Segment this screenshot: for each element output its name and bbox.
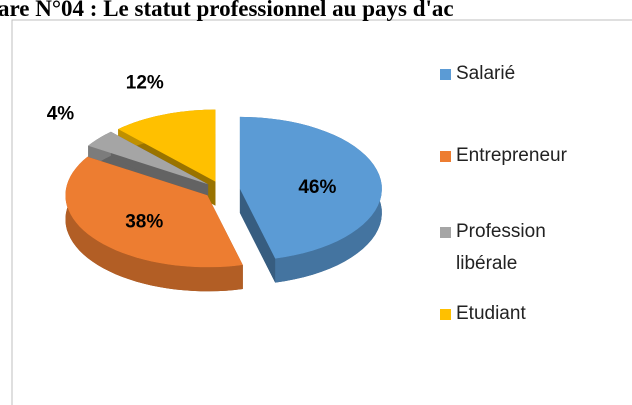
legend-swatch xyxy=(440,309,451,320)
data-label: 38% xyxy=(125,212,163,233)
data-label: 12% xyxy=(126,72,164,93)
legend-item: Etudiant xyxy=(440,298,625,330)
slice-side xyxy=(239,188,276,283)
chart-title: are N°04 : Le statut professionnel au pa… xyxy=(0,0,454,21)
data-label: 46% xyxy=(298,177,336,198)
legend-swatch xyxy=(440,69,451,80)
slice-side xyxy=(65,156,243,292)
slice-group xyxy=(239,116,382,283)
legend-label: Entrepreneur xyxy=(456,145,567,166)
legend-label: Profession libérale xyxy=(456,221,546,274)
slice xyxy=(88,131,209,185)
legend-item: Salarié xyxy=(440,58,625,90)
slice-group xyxy=(65,156,243,292)
legend-label: Etudiant xyxy=(456,303,526,324)
legend-label: Salarié xyxy=(456,63,516,84)
slice xyxy=(118,109,216,182)
slice xyxy=(239,116,382,259)
legend-swatch xyxy=(440,227,451,238)
legend-item: Entrepreneur xyxy=(440,140,625,172)
legend-swatch xyxy=(440,151,451,162)
legend-item: Profession libérale xyxy=(440,216,625,280)
data-label: 4% xyxy=(47,103,75,124)
chart-frame xyxy=(11,19,632,405)
slice xyxy=(65,156,243,268)
